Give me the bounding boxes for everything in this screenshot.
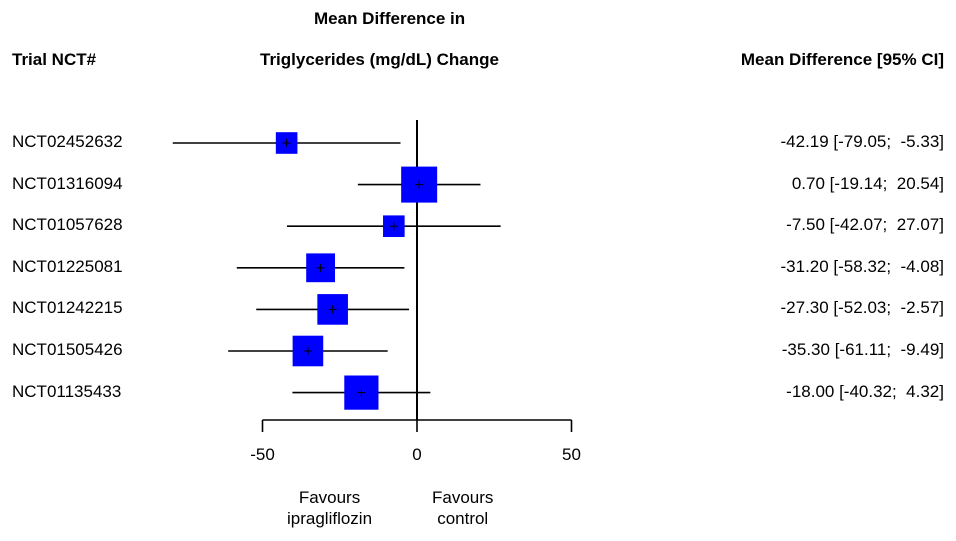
ci-value: -35.30 [-61.11; -9.49]: [781, 340, 944, 359]
ci-value: -31.20 [-58.32; -4.08]: [780, 256, 945, 276]
ci-column-header: Mean Difference [95% CI]: [740, 50, 944, 69]
favours-control-label: Favours control: [432, 487, 493, 529]
trial-id: NCT02452632: [12, 132, 123, 151]
favours-right-line2: control: [437, 509, 489, 528]
trial-id: NCT01057628: [12, 215, 123, 235]
trial-id: NCT01242215: [12, 298, 123, 318]
trial-id: NCT01505426: [12, 340, 123, 359]
ci-value: -27.30 [-52.03; -2.57]: [780, 298, 945, 318]
x-tick-label: 0: [412, 445, 421, 464]
favours-ipragliflozin-label: Favours ipragliflozin: [287, 487, 372, 529]
ci-value: 0.70 [-19.14; 20.54]: [791, 173, 944, 193]
ci-value: -7.50 [-42.07; 27.07]: [786, 215, 944, 235]
chart-title-line2: Triglycerides (mg/dL) Change: [260, 50, 499, 69]
trial-id: NCT01225081: [12, 256, 123, 276]
chart-title-line1: Mean Difference in: [314, 9, 466, 28]
x-tick-label: -50: [250, 445, 275, 464]
x-tick-label: 50: [562, 445, 581, 464]
ci-value: -18.00 [-40.32; 4.32]: [786, 381, 944, 401]
ci-value: -42.19 [-79.05; -5.33]: [780, 132, 945, 151]
trial-column-header: Trial NCT#: [12, 50, 97, 69]
favours-left-line2: ipragliflozin: [287, 509, 373, 528]
favours-left-line1: Favours: [298, 488, 361, 507]
favours-right-line1: Favours: [432, 488, 494, 507]
trial-id: NCT01316094: [12, 173, 123, 193]
trial-id: NCT01135433: [12, 381, 122, 401]
